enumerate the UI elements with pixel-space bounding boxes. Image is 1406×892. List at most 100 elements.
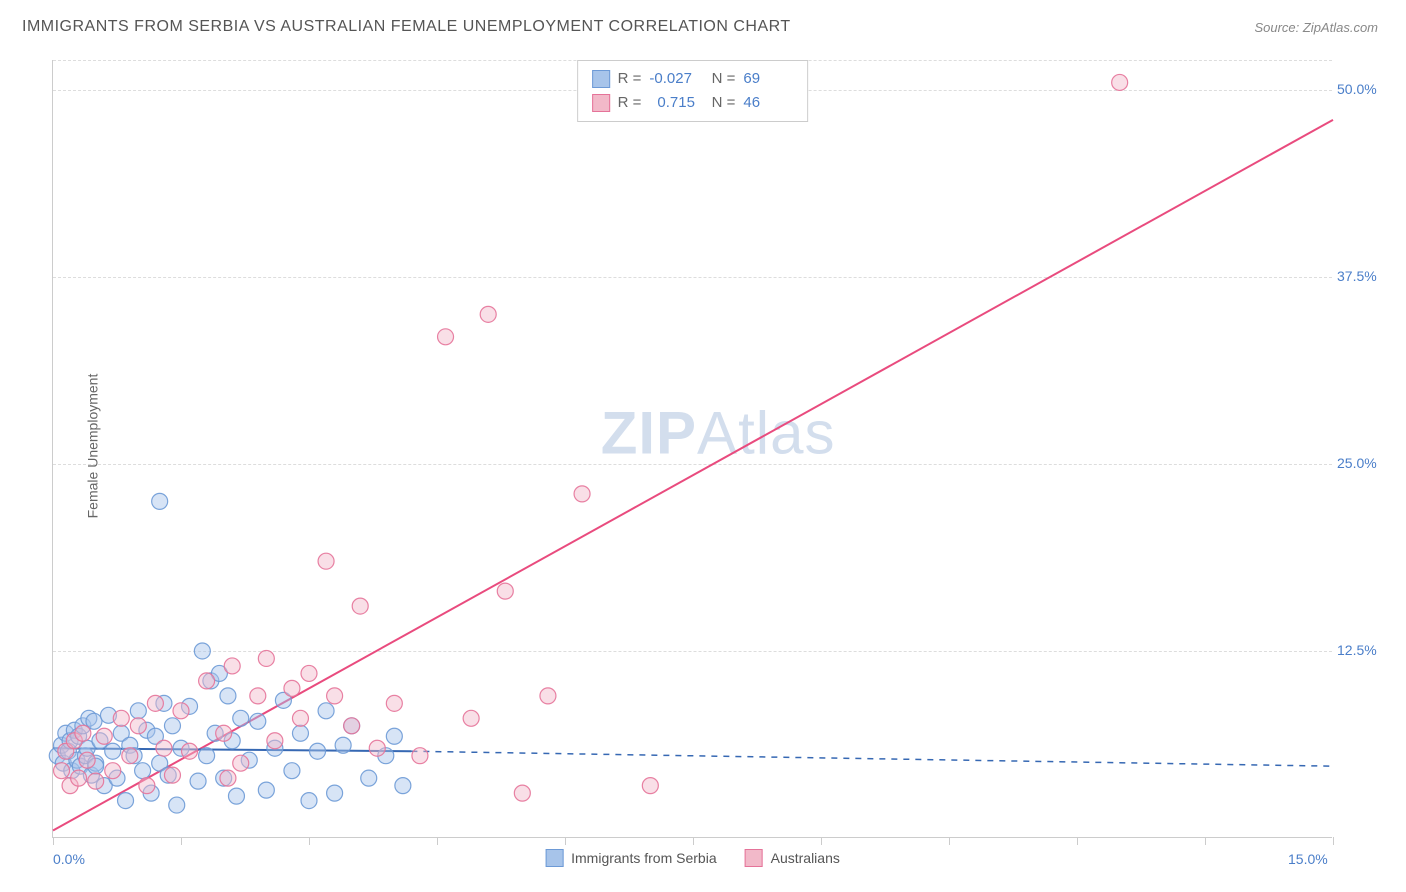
point-serbia [194,643,210,659]
point-australians [327,688,343,704]
point-serbia [190,773,206,789]
r-label: R = [618,67,642,91]
x-tick [1205,837,1206,845]
r-value-australians: 0.715 [649,91,699,115]
point-serbia [335,737,351,753]
point-australians [147,695,163,711]
point-serbia [199,748,215,764]
x-tick [1077,837,1078,845]
point-australians [497,583,513,599]
point-australians [514,785,530,801]
x-tick [1333,837,1334,845]
point-serbia [327,785,343,801]
swatch-australians [592,94,610,112]
point-serbia [395,778,411,794]
correlation-stats-box: R = -0.027 N = 69 R = 0.715 N = 46 [577,60,809,122]
point-australians [96,728,112,744]
r-label: R = [618,91,642,115]
point-serbia [169,797,185,813]
source-attribution: Source: ZipAtlas.com [1254,20,1378,35]
point-serbia [220,688,236,704]
point-australians [480,306,496,322]
point-australians [344,718,360,734]
point-australians [1112,74,1128,90]
point-australians [156,740,172,756]
point-serbia [258,782,274,798]
point-australians [267,733,283,749]
legend-swatch [545,849,563,867]
point-australians [79,752,95,768]
x-tick [181,837,182,845]
point-australians [642,778,658,794]
point-australians [173,703,189,719]
point-australians [412,748,428,764]
point-serbia [284,763,300,779]
trendline-serbia-dashed [411,751,1333,766]
point-australians [105,763,121,779]
point-australians [113,710,129,726]
point-australians [71,770,87,786]
point-serbia [105,743,121,759]
point-serbia [152,493,168,509]
point-australians [292,710,308,726]
point-australians [352,598,368,614]
point-australians [369,740,385,756]
point-australians [75,725,91,741]
legend-item: Immigrants from Serbia [545,849,716,867]
point-serbia [118,793,134,809]
n-value-australians: 46 [743,91,793,115]
point-serbia [361,770,377,786]
point-serbia [164,718,180,734]
x-tick [437,837,438,845]
x-tick [693,837,694,845]
point-australians [216,725,232,741]
point-serbia [233,710,249,726]
x-tick [565,837,566,845]
point-australians [540,688,556,704]
legend-label: Australians [771,850,840,866]
x-tick [821,837,822,845]
chart-title: IMMIGRANTS FROM SERBIA VS AUSTRALIAN FEM… [22,18,791,36]
point-australians [301,665,317,681]
point-australians [258,650,274,666]
x-tick [949,837,950,845]
plot-area: ZIPAtlas R = -0.027 N = 69 R = 0.715 N =… [52,60,1332,838]
point-australians [574,486,590,502]
point-australians [386,695,402,711]
point-australians [220,770,236,786]
n-label: N = [707,67,735,91]
y-tick-label: 25.0% [1337,455,1392,471]
point-australians [122,748,138,764]
stats-row-australians: R = 0.715 N = 46 [592,91,794,115]
bottom-legend: Immigrants from Serbia Australians [545,849,840,867]
scatter-plot-svg [53,60,1332,837]
legend-label: Immigrants from Serbia [571,850,716,866]
point-australians [250,688,266,704]
x-tick [309,837,310,845]
y-tick-label: 12.5% [1337,642,1392,658]
point-serbia [135,763,151,779]
swatch-serbia [592,70,610,88]
x-tick-label: 0.0% [53,851,85,867]
x-tick-label: 15.0% [1288,851,1328,867]
point-australians [284,680,300,696]
point-australians [233,755,249,771]
point-serbia [386,728,402,744]
point-serbia [301,793,317,809]
r-value-serbia: -0.027 [649,67,699,91]
point-australians [130,718,146,734]
stats-row-serbia: R = -0.027 N = 69 [592,67,794,91]
point-australians [54,763,70,779]
x-tick [53,837,54,845]
point-serbia [318,703,334,719]
legend-swatch [745,849,763,867]
point-australians [199,673,215,689]
point-australians [224,658,240,674]
point-australians [139,778,155,794]
point-serbia [250,713,266,729]
point-australians [88,773,104,789]
point-australians [318,553,334,569]
point-serbia [130,703,146,719]
point-serbia [310,743,326,759]
n-label: N = [707,91,735,115]
